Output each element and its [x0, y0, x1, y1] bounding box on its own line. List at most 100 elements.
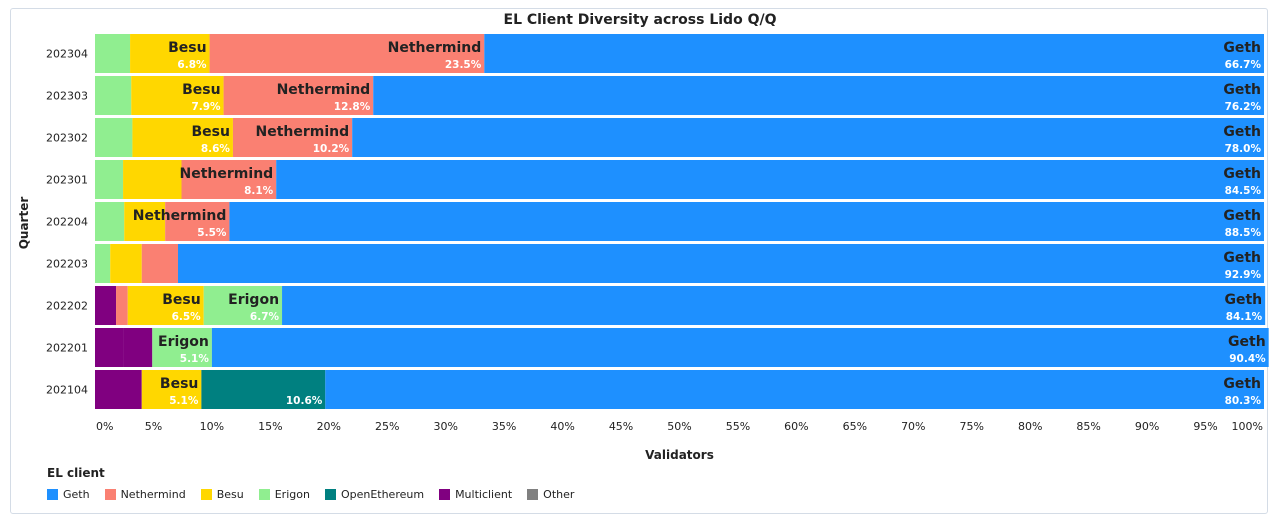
bar-segment-erigon-202202 — [203, 286, 283, 325]
legend-label: Multiclient — [455, 488, 513, 501]
bar-segment-besu-202301 — [123, 160, 182, 199]
segment-value-label: 84.5% — [1225, 185, 1262, 197]
segment-value-label: 84.1% — [1226, 311, 1263, 323]
legend-item-erigon[interactable]: Erigon — [258, 488, 310, 501]
bar-segment-nethermind-202301 — [181, 160, 277, 199]
segment-client-label: Geth — [1223, 124, 1261, 140]
bar-segment-multiclient-202201 — [95, 328, 124, 367]
legend-title: EL client — [47, 466, 105, 480]
segment-client-label: Besu — [168, 40, 206, 56]
bar-segment-besu-202302 — [132, 118, 233, 157]
bar-segment-besu-202202 — [127, 286, 204, 325]
segment-value-label: 6.7% — [250, 311, 280, 323]
segment-value-label: 10.6% — [286, 395, 323, 407]
segment-value-label: 76.2% — [1225, 101, 1262, 113]
bar-segment-geth-202202 — [282, 286, 1266, 325]
legend-swatch — [258, 489, 270, 500]
bar-segment-geth-202301 — [276, 160, 1264, 199]
segment-value-label: 8.1% — [244, 185, 274, 197]
y-tick-label: 202302 — [46, 132, 88, 145]
bar-segment-geth-202203 — [177, 244, 1264, 283]
legend-item-multiclient[interactable]: Multiclient — [439, 488, 512, 501]
legend-item-besu[interactable]: Besu — [200, 488, 244, 501]
segment-client-label: Besu — [191, 124, 229, 140]
legend-swatch — [200, 489, 212, 500]
legend-label: Other — [543, 488, 575, 501]
segment-value-label: 66.7% — [1225, 59, 1262, 71]
bar-segment-nethermind-202302 — [232, 118, 353, 157]
x-tick-label: 70% — [901, 420, 925, 433]
bar-segment-geth-202201 — [211, 328, 1269, 367]
x-tick-label: 10% — [200, 420, 224, 433]
bar-segment-besu-202104 — [141, 370, 202, 409]
bar-segment-erigon-202201 — [152, 328, 212, 367]
x-tick-label: 75% — [960, 420, 984, 433]
chart-title: EL Client Diversity across Lido Q/Q — [503, 12, 777, 28]
segment-client-label: Nethermind — [133, 208, 227, 224]
segment-value-label: 23.5% — [445, 59, 482, 71]
segment-client-label: Erigon — [228, 292, 279, 308]
bar-segment-erigon-202204 — [95, 202, 125, 241]
segment-value-label: 92.9% — [1225, 269, 1262, 281]
x-tick-label: 20% — [317, 420, 341, 433]
bar-segment-nethermind-202303 — [223, 76, 374, 115]
segment-value-label: 6.8% — [177, 59, 207, 71]
segment-value-label: 6.5% — [172, 311, 202, 323]
legend: Geth Nethermind Besu Erigon OpenEthereum Mult… — [47, 488, 589, 501]
bar-segment-nethermind-202203 — [141, 244, 178, 283]
segment-value-label: 88.5% — [1225, 227, 1262, 239]
legend-swatch — [439, 489, 451, 500]
legend-swatch — [527, 489, 539, 500]
segment-client-label: Besu — [162, 292, 200, 308]
bar-segment-erigon-202304 — [95, 34, 131, 73]
legend-item-nethermind[interactable]: Nethermind — [104, 488, 186, 501]
y-tick-label: 202202 — [46, 300, 88, 313]
y-tick-label: 202301 — [46, 174, 88, 187]
legend-label: Besu — [216, 488, 244, 501]
bar-segment-erigon-202303 — [95, 76, 132, 115]
bar-segment-openethereum-202104 — [201, 370, 326, 409]
segment-client-label: Nethermind — [256, 124, 350, 140]
segment-value-label: 78.0% — [1225, 143, 1262, 155]
y-tick-label: 202201 — [46, 342, 88, 355]
x-tick-label: 60% — [784, 420, 808, 433]
bar-segment-nethermind-202202 — [116, 286, 128, 325]
x-tick-label: 0% — [96, 420, 113, 433]
segment-value-label: 5.5% — [197, 227, 227, 239]
legend-label: Geth — [63, 488, 90, 501]
bar-segment-multiclient-202104 — [95, 370, 142, 409]
legend-label: Nethermind — [120, 488, 186, 501]
bar-segment-besu-202204 — [124, 202, 166, 241]
segment-client-label: Geth — [1225, 292, 1263, 308]
legend-item-geth[interactable]: Geth — [47, 488, 90, 501]
y-tick-label: 202204 — [46, 216, 88, 229]
bar-segment-nethermind-202204 — [165, 202, 230, 241]
bar-segment-erigon-202302 — [95, 118, 133, 157]
x-tick-label: 90% — [1135, 420, 1159, 433]
segment-value-label: 10.2% — [313, 143, 350, 155]
segment-client-label: Geth — [1223, 40, 1261, 56]
bar-segment-geth-202303 — [373, 76, 1264, 115]
segment-client-label: Geth — [1228, 334, 1266, 350]
bar-segment-geth-202204 — [229, 202, 1264, 241]
y-tick-label: 202303 — [46, 90, 88, 103]
segment-client-label: Erigon — [158, 334, 209, 350]
legend-label: OpenEthereum — [340, 488, 425, 501]
y-axis-title: Quarter — [17, 197, 31, 250]
y-tick-label: 202104 — [46, 384, 88, 397]
segment-client-label: Geth — [1223, 250, 1261, 266]
x-tick-label: 50% — [667, 420, 691, 433]
legend-item-openethereum[interactable]: OpenEthereum — [324, 488, 425, 501]
bar-segment-geth-202304 — [484, 34, 1265, 73]
bar-segment-multiclient-202202 — [95, 286, 117, 325]
x-tick-label: 40% — [550, 420, 574, 433]
segment-value-label: 90.4% — [1229, 353, 1266, 365]
bar-segment-besu-202304 — [130, 34, 210, 73]
segment-client-label: Nethermind — [388, 40, 482, 56]
segment-client-label: Geth — [1223, 208, 1261, 224]
segment-client-label: Nethermind — [180, 166, 274, 182]
x-tick-label: 25% — [375, 420, 399, 433]
legend-item-other[interactable]: Other — [527, 488, 574, 501]
legend-label: Erigon — [274, 488, 310, 501]
